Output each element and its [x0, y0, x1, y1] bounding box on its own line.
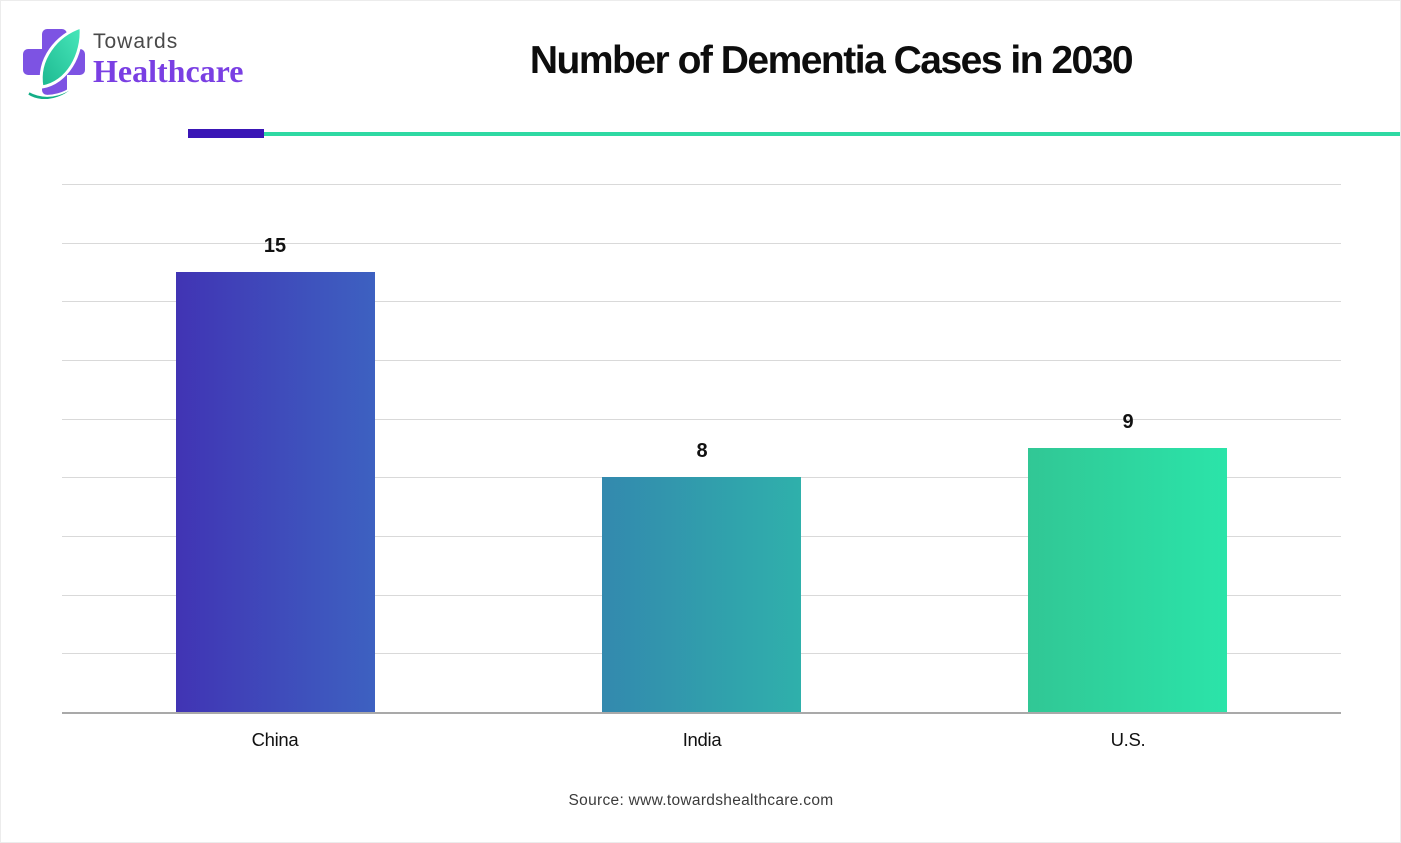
logo-towards-text: Towards	[93, 30, 179, 53]
logo-healthcare-text: Healthcare	[93, 53, 244, 89]
plot-area: 15 8 9	[62, 184, 1341, 714]
bar-value-label-us: 9	[1122, 411, 1134, 433]
gridline	[62, 184, 1341, 185]
category-label-china: China	[251, 729, 299, 750]
brand-logo: Towards Healthcare	[23, 23, 243, 99]
leaf-icon	[25, 24, 84, 99]
category-label-us: U.S.	[1110, 729, 1146, 750]
healthcare-cross-leaf-icon	[23, 23, 87, 99]
bar-india	[602, 477, 801, 712]
bar-value-label-china: 15	[263, 235, 287, 257]
bar-us	[1028, 448, 1227, 712]
category-axis: China India U.S.	[62, 729, 1341, 755]
chart-title: Number of Dementia Cases in 2030	[529, 39, 1134, 82]
divider-purple-segment	[188, 129, 264, 138]
divider-teal-line	[264, 132, 1400, 136]
gridline	[62, 301, 1341, 302]
source-attribution: Source: www.towardshealthcare.com	[568, 792, 834, 809]
category-label-india: India	[682, 729, 722, 750]
gridline	[62, 360, 1341, 361]
gridline	[62, 419, 1341, 420]
gridline	[62, 243, 1341, 244]
bar-value-label-india: 8	[696, 440, 708, 462]
bar-china	[176, 272, 375, 712]
